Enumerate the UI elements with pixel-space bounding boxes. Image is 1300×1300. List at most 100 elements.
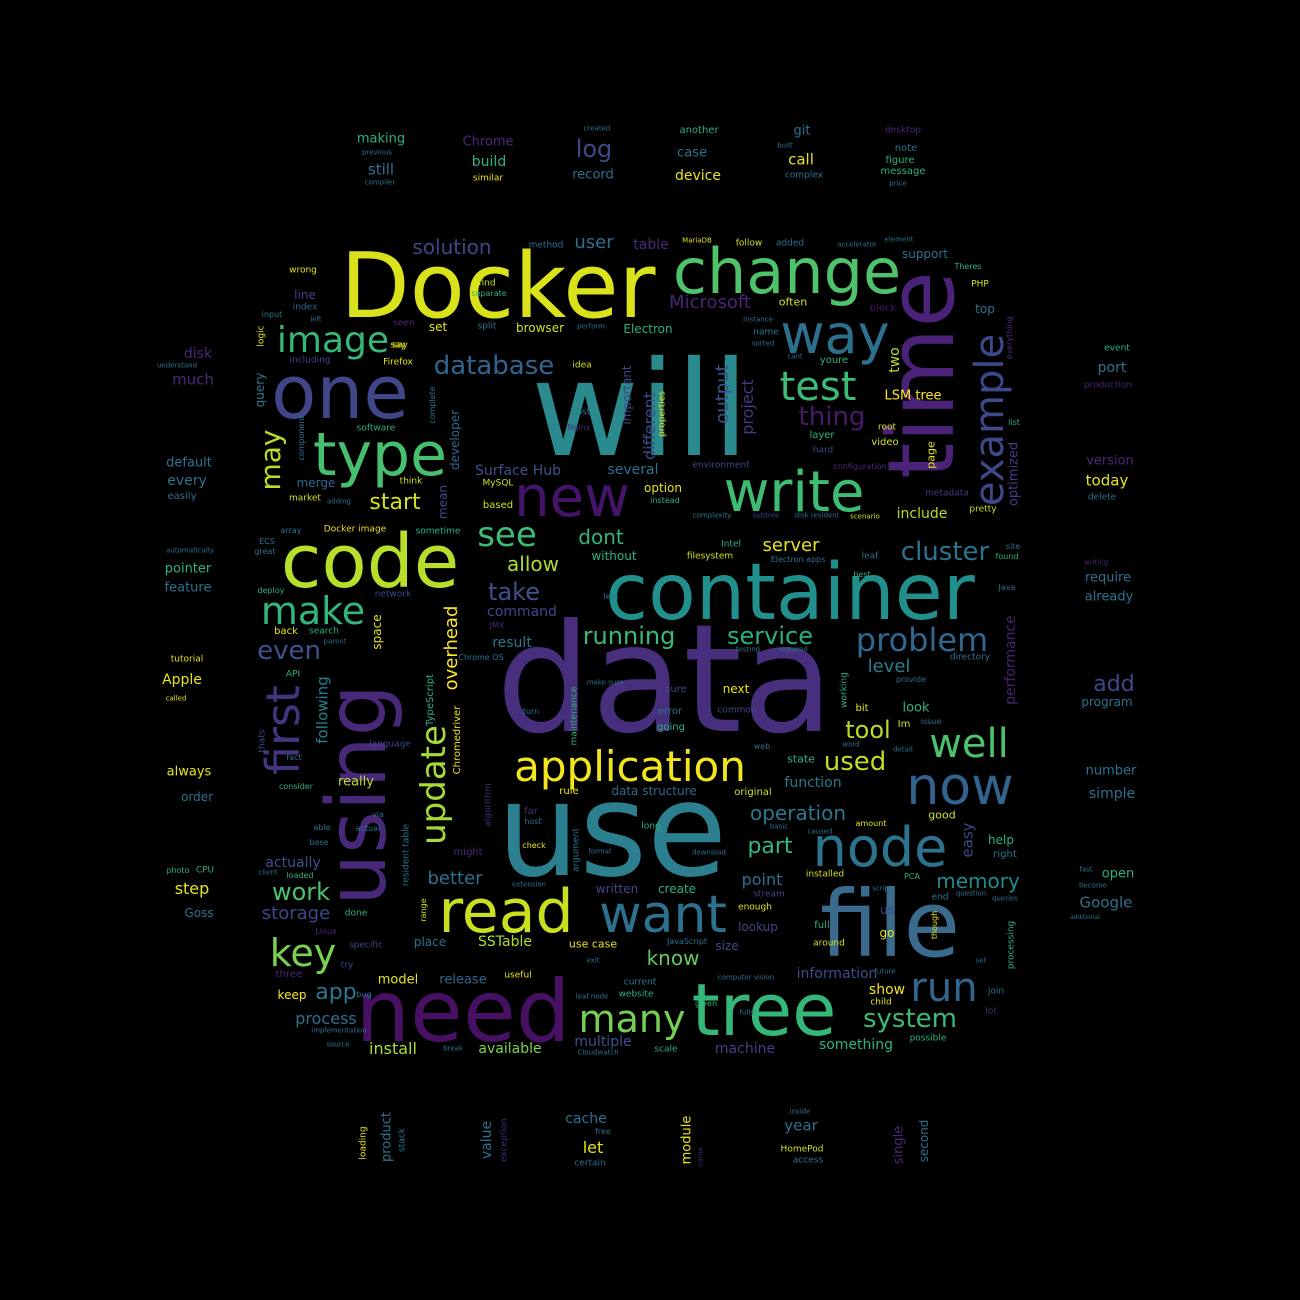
word-dont: dont <box>578 525 624 549</box>
word-easy: easy <box>958 822 977 858</box>
word-fast: fast <box>1079 865 1093 874</box>
word-idea: idea <box>572 360 592 371</box>
word-software: software <box>356 423 396 434</box>
word-scale: scale <box>654 1044 678 1055</box>
word-filesystem: filesystem <box>686 551 734 562</box>
word-output: output <box>712 364 733 424</box>
word-parent: parent <box>323 637 347 646</box>
word-understand: understand <box>156 361 198 370</box>
word-lookup: lookup <box>738 920 778 934</box>
word-goss: Goss <box>184 906 214 920</box>
word-show: show <box>868 982 906 998</box>
word-see: see <box>477 515 537 555</box>
word-video: video <box>871 437 899 448</box>
word-think: think <box>399 476 423 487</box>
word-issue: issue <box>920 717 942 726</box>
word-caused: caused <box>807 827 833 836</box>
word-set-2: set <box>975 956 987 965</box>
word-separate: separate <box>471 289 507 298</box>
word-space: space <box>370 614 384 650</box>
word-chrome-os: Chrome OS <box>458 653 504 662</box>
word-function: function <box>784 775 842 791</box>
word-free: free <box>595 1127 611 1136</box>
word-end: end <box>931 892 949 903</box>
word-read: read <box>438 877 574 947</box>
word-photo: photo <box>166 866 190 875</box>
word-electron-apps: Electron apps <box>770 555 826 564</box>
word-performance: performance <box>1003 615 1019 705</box>
word-always: always <box>166 764 212 780</box>
word-start: start <box>369 490 421 515</box>
word-lot: lot <box>985 1006 997 1017</box>
word-something: something <box>818 1037 894 1053</box>
word-future: future <box>874 967 896 976</box>
word-three: three <box>275 969 303 980</box>
word-check: check <box>522 841 546 850</box>
word-cost: cost <box>571 407 591 418</box>
word-information: information <box>796 966 878 982</box>
word-tool: tool <box>845 716 891 744</box>
word-metadata: metadata <box>925 488 969 499</box>
word-really: really <box>338 774 374 790</box>
word-another: another <box>679 125 719 136</box>
word-hard: hard <box>812 445 834 456</box>
word-scenario: scenario <box>850 512 880 521</box>
word-complexity: complexity <box>692 511 732 520</box>
word-keep: keep <box>277 988 307 1002</box>
word-set: set <box>428 320 448 334</box>
word-disk-resident: disk resident <box>794 511 840 520</box>
word-application: application <box>514 742 746 791</box>
word-extension: extension <box>511 880 547 889</box>
word-compiler: compiler <box>364 178 396 187</box>
word-consider: consider <box>278 782 314 791</box>
word-look: look <box>902 700 930 716</box>
word-project: project <box>738 379 757 435</box>
word-help: help <box>988 833 1014 847</box>
word-website: website <box>618 989 654 1000</box>
word-user: user <box>574 232 614 253</box>
word-detail: detail <box>893 745 913 754</box>
word-want: want <box>599 885 727 945</box>
word-surface-hub: Surface Hub <box>474 463 562 479</box>
word-easily: easily <box>167 491 197 502</box>
word-actual: actual <box>355 824 381 833</box>
word-make: make <box>260 589 366 633</box>
word-host: host <box>524 817 542 826</box>
word-without: without <box>591 549 637 563</box>
word-original: original <box>734 787 772 798</box>
word-write: write <box>723 460 865 525</box>
word-number: number <box>1085 763 1137 779</box>
word-create: create <box>657 882 697 896</box>
word-additional: additional <box>1070 914 1100 921</box>
word-algorithm: algorithm <box>483 783 494 827</box>
word-feature: feature <box>164 580 212 596</box>
word-rule: rule <box>559 786 579 797</box>
word-let: let <box>582 1138 604 1157</box>
word-many: many <box>578 997 686 1041</box>
word-writing: writing <box>1083 558 1109 567</box>
word-work: work <box>271 878 331 906</box>
word-seen: seen <box>393 318 415 329</box>
word-useful: useful <box>504 970 532 981</box>
word-now: now <box>906 757 1014 817</box>
word-table: table <box>633 237 669 253</box>
word-computer-vision: computer vision <box>717 973 775 982</box>
word-type: type <box>312 420 448 490</box>
word-leaf: leaf <box>861 551 879 562</box>
word-version: version <box>1086 453 1134 469</box>
word-record: record <box>572 167 614 183</box>
word-method: method <box>528 240 564 251</box>
word-far: far <box>524 806 538 817</box>
word-available: available <box>478 1041 542 1057</box>
word-several: several <box>607 462 659 478</box>
word-different: different <box>640 392 659 460</box>
word-product: product <box>379 1111 395 1163</box>
word-year: year <box>784 1116 818 1135</box>
word-block: block <box>869 303 897 314</box>
word-line: line <box>294 288 316 302</box>
word-device: device <box>675 168 721 184</box>
word-search: search <box>309 626 339 637</box>
word-part: part <box>747 834 793 859</box>
word-installed: installed <box>805 869 845 880</box>
word-left: left <box>310 315 322 324</box>
